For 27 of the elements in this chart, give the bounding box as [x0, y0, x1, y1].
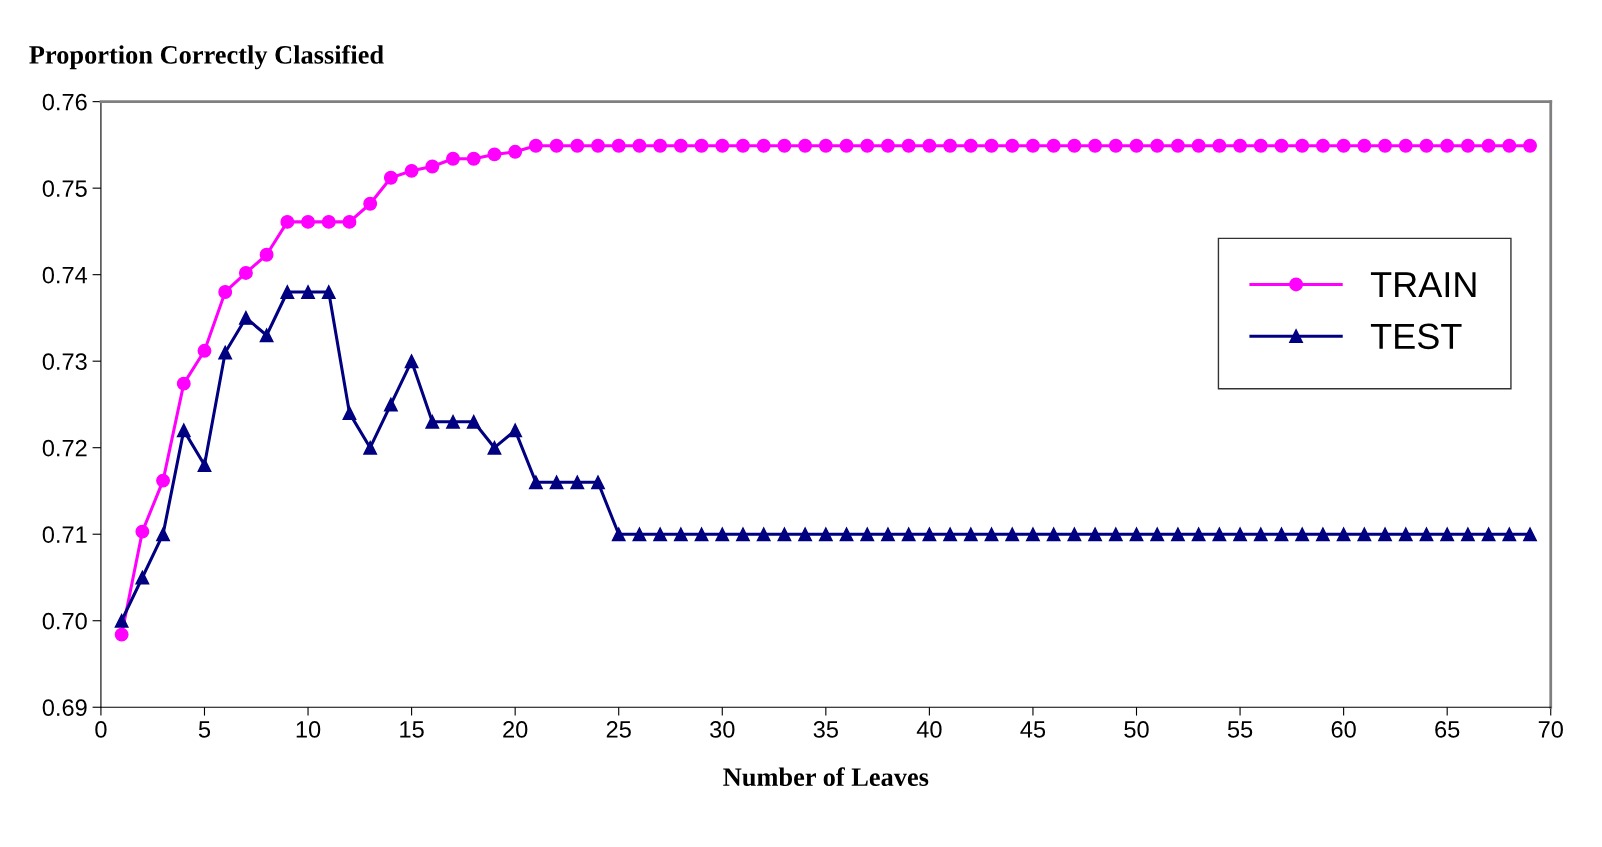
x-tick-label: 20 [503, 721, 528, 738]
legend-label: TEST [1370, 323, 1462, 350]
x-tick-label: 10 [296, 721, 321, 738]
y-tick-label: 0.73 [42, 353, 87, 370]
y-tick-label: 0.69 [42, 699, 87, 717]
y-tick-label: 0.74 [42, 266, 88, 284]
x-tick-label: 25 [606, 721, 631, 738]
x-tick-label: 40 [916, 721, 942, 738]
x-tick-label: 15 [400, 721, 424, 738]
x-tick-label: 35 [813, 721, 838, 738]
x-tick-label: 55 [1227, 721, 1253, 738]
x-tick-label: 60 [1331, 721, 1356, 738]
y-tick-label: 0.71 [42, 526, 87, 543]
y-tick-label: 0.76 [42, 93, 87, 111]
chart-title: Proportion Correctly Classified [29, 44, 384, 70]
y-tick-label: 0.70 [42, 612, 87, 630]
x-tick-label: 65 [1435, 721, 1460, 738]
y-tick-label: 0.72 [42, 439, 87, 457]
x-tick-label: 45 [1020, 721, 1046, 738]
x-tick-label: 5 [198, 721, 211, 738]
x-tick-label: 0 [95, 721, 107, 738]
y-tick-label: 0.75 [42, 180, 87, 197]
x-tick-label: 70 [1538, 721, 1563, 738]
x-axis-title: Number of Leaves [723, 767, 929, 787]
x-tick-label: 50 [1124, 721, 1149, 738]
x-tick-label: 30 [710, 721, 735, 738]
legend-label: TRAIN [1370, 272, 1476, 298]
